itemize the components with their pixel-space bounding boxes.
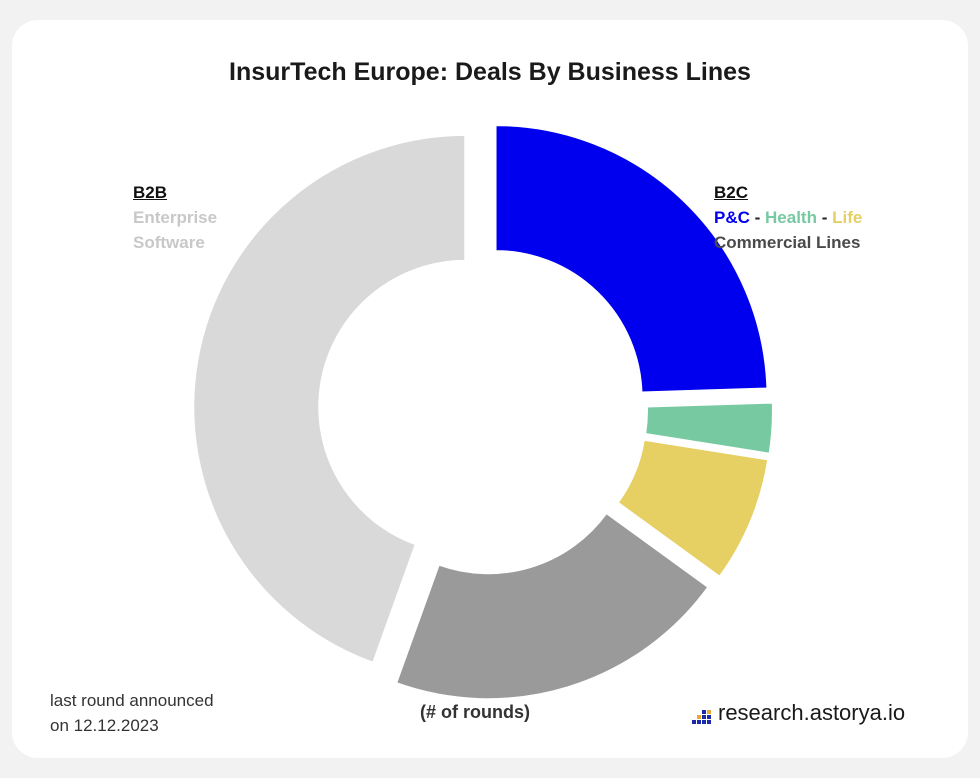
legend-sep-2: - xyxy=(816,208,833,227)
donut-slice-health xyxy=(644,401,774,455)
donut-slice-commercial-lines xyxy=(394,511,710,701)
legend-pc: P&C xyxy=(714,208,750,227)
footnote: last round announced on 12.12.2023 xyxy=(50,688,214,738)
bar-logo-icon xyxy=(692,710,711,724)
footnote-line2: on 12.12.2023 xyxy=(50,716,159,735)
legend-sep-1: - xyxy=(749,208,766,227)
legend-b2b-line1: Enterprise xyxy=(133,208,218,227)
legend-life: Life xyxy=(832,208,863,227)
legend-commercial: Commercial Lines xyxy=(714,233,861,252)
legend-health: Health xyxy=(765,208,817,227)
legend-b2b-head: B2B xyxy=(133,183,168,202)
legend-b2c-segments: P&C - Health - Life xyxy=(714,205,862,230)
legend-b2c: B2C P&C - Health - Life Commercial Lines xyxy=(714,180,862,255)
donut-slice-enterprise-software xyxy=(192,133,467,665)
legend-b2b-line2: Software xyxy=(133,233,205,252)
brand-text: research.astorya.io xyxy=(718,700,906,725)
legend-b2b: B2B Enterprise Software xyxy=(133,180,217,255)
donut-slice-life xyxy=(616,438,770,579)
unit-label: (# of rounds) xyxy=(420,702,530,722)
chart-title: InsurTech Europe: Deals By Business Line… xyxy=(229,58,751,86)
donut-slice-p-c xyxy=(494,124,769,394)
footnote-line1: last round announced xyxy=(50,691,214,710)
legend-b2c-head: B2C xyxy=(714,183,749,202)
brand[interactable]: research.astorya.io xyxy=(692,700,905,726)
